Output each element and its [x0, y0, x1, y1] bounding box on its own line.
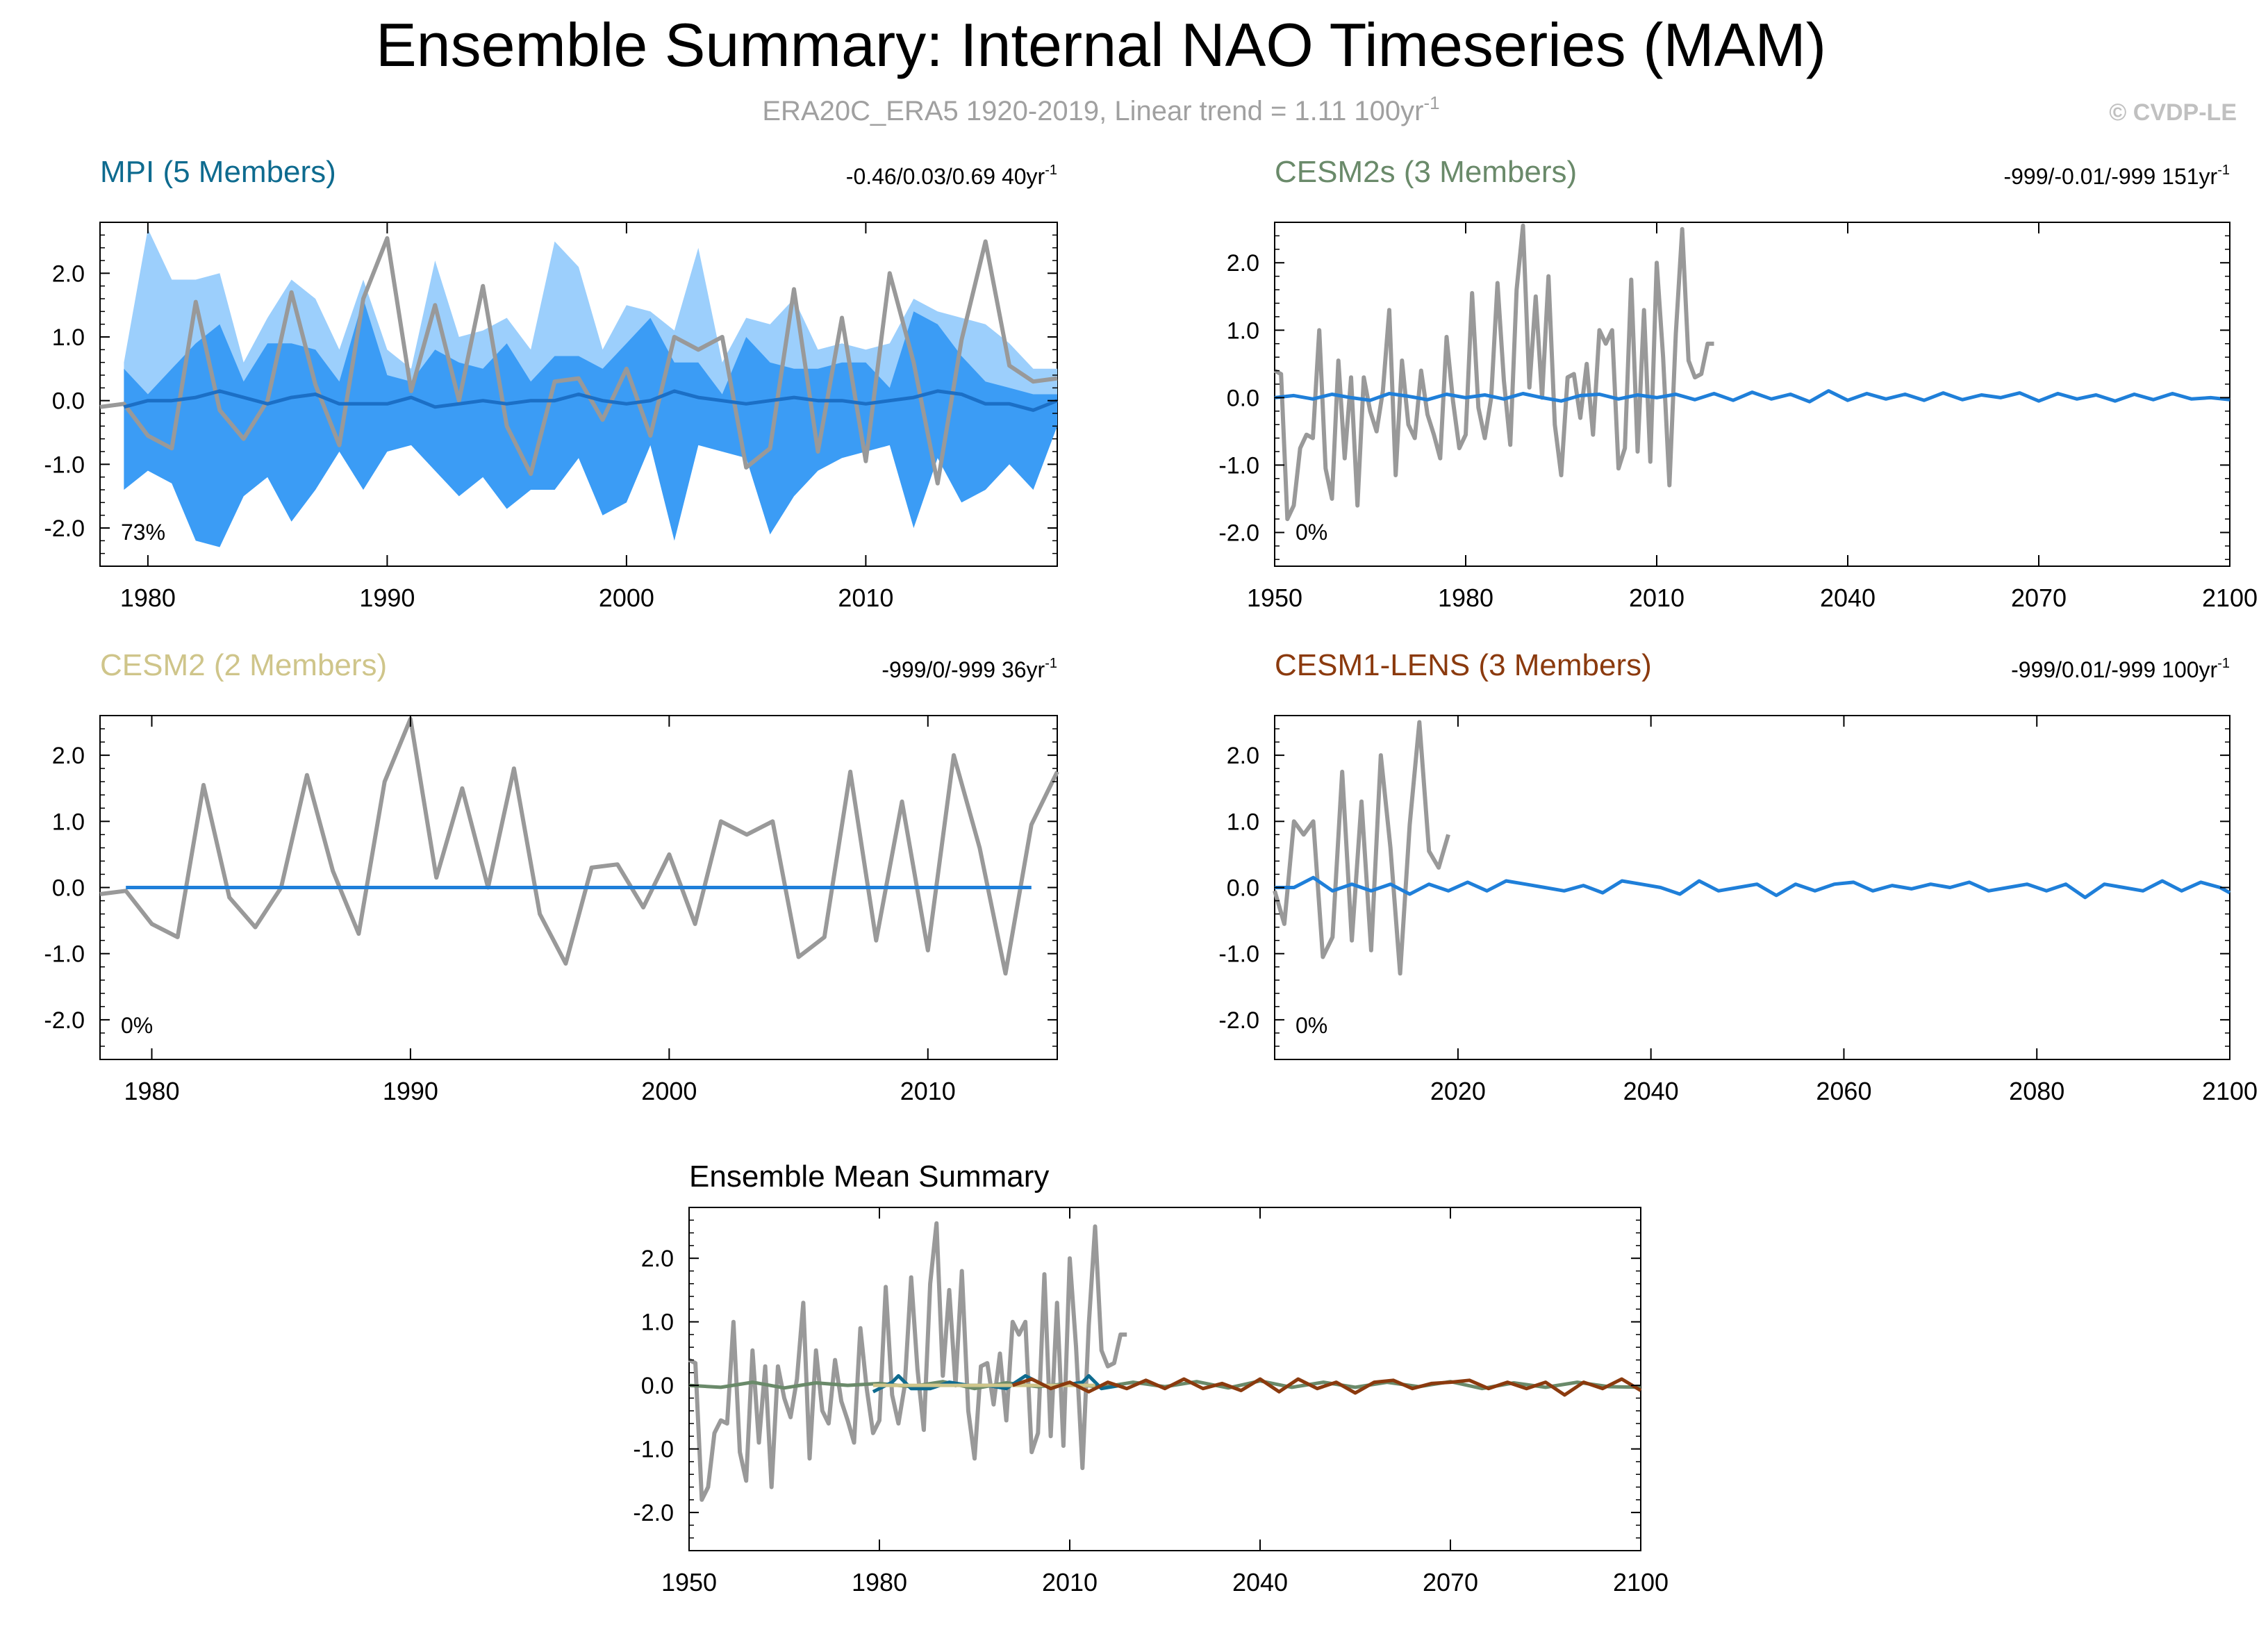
panel-ensemble-mean-summary: Ensemble Mean Summary 2.0 1.0 0.0 -1.0 -2.0 19… — [633, 1160, 1669, 1596]
panel-title-cesm1-lens: CESM1-LENS (3 Members) — [1275, 648, 1652, 682]
x-tick-label-cesm2: 2000 — [641, 1077, 697, 1105]
obs-line-mpi — [99, 236, 1058, 486]
panel-stat-value-cesm2: -999/0/-999 36yr — [881, 657, 1045, 682]
x-tick-label-cesm1-lens: 2080 — [2009, 1077, 2064, 1105]
panel-cesm2s: CESM2s (3 Members) -999/-0.01/-999 151yr-… — [1218, 155, 2258, 612]
percent-label-cesm2s: 0% — [1296, 520, 1327, 545]
y-tick-label-cesm2s: 0.0 — [1227, 385, 1259, 411]
x-tick-label-cesm2s: 2010 — [1629, 584, 1685, 612]
obs-line-cesm2 — [99, 716, 1059, 976]
x-tick-label-mpi: 2000 — [599, 584, 654, 612]
panel-stat-sup-cesm2: -1 — [1045, 656, 1057, 671]
panel-stat-mpi: -0.46/0.03/0.69 40yr-1 — [846, 163, 1057, 189]
panel-mpi: MPI (5 Members) -0.46/0.03/0.69 40yr-1 2.0… — [44, 155, 1058, 612]
y-tick-label-mpi: 0.0 — [52, 388, 85, 415]
panel-stat-sup-cesm2s: -1 — [2217, 163, 2230, 178]
obs-line-cesm2s — [1273, 223, 1714, 522]
y-tick-label-cesm2s: 2.0 — [1227, 250, 1259, 277]
plot-frame-cesm1-lens — [1274, 715, 2230, 1060]
panel-stat-value-cesm1-lens: -999/0.01/-999 100yr — [2011, 657, 2217, 682]
x-tick-label-cesm1-lens: 2040 — [1623, 1077, 1679, 1105]
x-tick-label-cesm2s: 2100 — [2202, 584, 2258, 612]
ensemble-mean-line-cesm2s — [1274, 389, 2230, 404]
panel-title-cesm2: CESM2 (2 Members) — [100, 648, 387, 682]
copyright-label: © CVDP-LE — [2109, 99, 2237, 126]
x-tick-label-cesm1-lens: 2100 — [2202, 1077, 2258, 1105]
panel-title-mpi: MPI (5 Members) — [100, 155, 336, 189]
panel-stat-cesm2s: -999/-0.01/-999 151yr-1 — [2003, 163, 2230, 189]
ensemble-mean-line-cesm1-lens — [1275, 875, 2231, 900]
x-tick-label-cesm2: 2010 — [900, 1077, 956, 1105]
x-tick-label-ensemble-mean: 2040 — [1232, 1568, 1288, 1596]
x-tick-label-ensemble-mean: 2070 — [1423, 1568, 1478, 1596]
y-tick-label-ensemble-mean: -2.0 — [633, 1500, 674, 1526]
x-tick-label-ensemble-mean: 1980 — [852, 1568, 907, 1596]
x-tick-label-cesm2s: 2070 — [2011, 584, 2067, 612]
obs-line-ensemble-mean — [688, 1221, 1127, 1502]
panel-cesm2: CESM2 (2 Members) -999/0/-999 36yr-1 2.0 1.… — [44, 648, 1059, 1105]
page-subtitle: ERA20C_ERA5 1920-2019, Linear trend = 1.… — [762, 92, 1439, 126]
panel-stat-cesm2: -999/0/-999 36yr-1 — [881, 656, 1057, 682]
x-tick-label-ensemble-mean: 2100 — [1613, 1568, 1669, 1596]
spread-band-inner-mpi — [124, 299, 1057, 547]
y-tick-label-cesm2: 2.0 — [52, 743, 85, 769]
y-tick-label-cesm2: -2.0 — [44, 1007, 85, 1034]
y-tick-label-mpi: -2.0 — [44, 515, 85, 542]
y-tick-label-cesm2s: -2.0 — [1218, 520, 1259, 546]
panel-title-ensemble-mean: Ensemble Mean Summary — [689, 1160, 1049, 1194]
panel-title-cesm2s: CESM2s (3 Members) — [1275, 155, 1577, 189]
x-tick-label-cesm2s: 2040 — [1820, 584, 1876, 612]
y-tick-label-cesm2: 0.0 — [52, 875, 85, 902]
obs-line-cesm1-lens — [1273, 720, 1450, 976]
y-tick-label-ensemble-mean: 2.0 — [641, 1246, 674, 1272]
y-tick-label-cesm2: 1.0 — [52, 809, 85, 835]
plot-frame-ensemble-mean — [688, 1207, 1641, 1551]
y-tick-label-cesm2s: -1.0 — [1218, 452, 1259, 479]
y-tick-label-cesm2s: 1.0 — [1227, 317, 1259, 344]
x-tick-label-mpi: 1990 — [359, 584, 415, 612]
y-tick-label-ensemble-mean: -1.0 — [633, 1437, 674, 1463]
y-tick-label-cesm1-lens: -1.0 — [1218, 941, 1259, 968]
x-tick-label-mpi: 1980 — [120, 584, 176, 612]
y-tick-label-cesm1-lens: -2.0 — [1218, 1007, 1259, 1034]
panel-stat-value-mpi: -0.46/0.03/0.69 40yr — [846, 164, 1045, 189]
page-subtitle-sup: -1 — [1423, 92, 1439, 113]
x-tick-label-cesm1-lens: 2020 — [1430, 1077, 1486, 1105]
series-line-ensemble-mean-3 — [1012, 1377, 1642, 1397]
y-tick-label-cesm2: -1.0 — [44, 941, 85, 968]
panel-stat-sup-cesm1-lens: -1 — [2217, 656, 2230, 671]
x-tick-label-cesm2: 1980 — [124, 1077, 179, 1105]
x-tick-label-ensemble-mean: 1950 — [661, 1568, 717, 1596]
y-tick-label-cesm1-lens: 0.0 — [1227, 875, 1259, 902]
y-tick-label-cesm1-lens: 2.0 — [1227, 743, 1259, 769]
page-title: Ensemble Summary: Internal NAO Timeserie… — [376, 10, 1826, 79]
y-tick-label-ensemble-mean: 0.0 — [641, 1373, 674, 1399]
x-tick-label-cesm2s: 1980 — [1438, 584, 1493, 612]
percent-label-mpi: 73% — [121, 520, 165, 545]
x-tick-label-mpi: 2010 — [838, 584, 893, 612]
y-tick-label-mpi: 1.0 — [52, 324, 85, 351]
x-tick-label-cesm1-lens: 2060 — [1816, 1077, 1871, 1105]
percent-label-cesm1-lens: 0% — [1296, 1013, 1327, 1038]
x-tick-label-cesm2: 1990 — [383, 1077, 438, 1105]
x-tick-label-cesm2s: 1950 — [1247, 584, 1302, 612]
y-tick-label-cesm1-lens: 1.0 — [1227, 809, 1259, 835]
page-subtitle-main: ERA20C_ERA5 1920-2019, Linear trend = 1.… — [762, 96, 1423, 126]
panel-cesm1-lens: CESM1-LENS (3 Members) -999/0.01/-999 100… — [1218, 648, 2258, 1105]
percent-label-cesm2: 0% — [121, 1013, 153, 1038]
y-tick-label-mpi: -1.0 — [44, 452, 85, 478]
x-tick-label-ensemble-mean: 2010 — [1042, 1568, 1098, 1596]
panel-stat-value-cesm2s: -999/-0.01/-999 151yr — [2003, 164, 2217, 189]
y-tick-label-mpi: 2.0 — [52, 261, 85, 287]
panel-stat-sup-mpi: -1 — [1045, 163, 1057, 178]
panel-stat-cesm1-lens: -999/0.01/-999 100yr-1 — [2011, 656, 2230, 682]
y-tick-label-ensemble-mean: 1.0 — [641, 1310, 674, 1336]
ensemble-mean-line-mpi — [123, 389, 1058, 412]
plot-frame-cesm2s — [1274, 222, 2230, 567]
